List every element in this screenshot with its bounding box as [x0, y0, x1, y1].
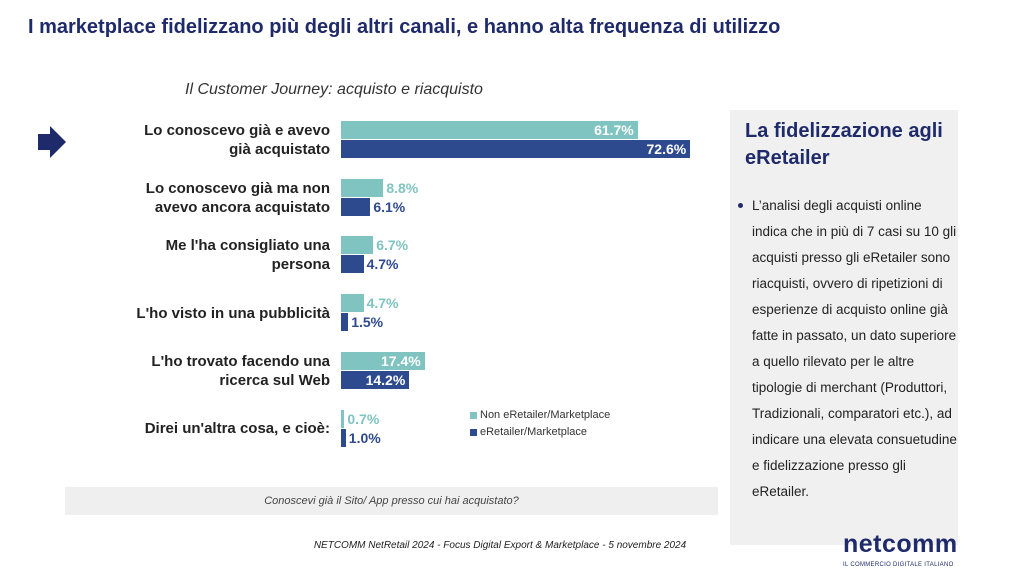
- footer-source: NETCOMM NetRetail 2024 - Focus Digital E…: [313, 540, 687, 551]
- bar: [341, 370, 410, 389]
- value-label: 6.1%: [373, 198, 406, 215]
- bar: [341, 294, 364, 313]
- category-label: L'ho trovato facendo una ricerca sul Web: [151, 352, 330, 389]
- bar: [341, 140, 691, 158]
- arrow-icon: [38, 126, 66, 158]
- bar: [341, 428, 346, 447]
- value-label: 72.6%: [646, 141, 687, 157]
- bar: [341, 255, 364, 274]
- bar: [341, 313, 349, 332]
- category-label: Lo conoscevo già e avevo già acquistato: [144, 122, 330, 158]
- category-label: Me l'ha consigliato una persona: [165, 237, 330, 274]
- sidebar-text: L’analisi degli acquisti online indica c…: [752, 198, 957, 499]
- value-label: 17.4%: [380, 352, 421, 369]
- slide-title: I marketplace fidelizzano più degli altr…: [28, 16, 781, 38]
- bar: [341, 121, 638, 139]
- category-label: Lo conoscevo già ma non avevo ancora acq…: [145, 179, 330, 216]
- legend-swatch: [470, 412, 477, 419]
- legend-label: Non eRetailer/Marketplace: [480, 409, 611, 421]
- value-label: 1.5%: [351, 314, 384, 331]
- bar: [341, 178, 384, 197]
- value-label: 1.0%: [348, 429, 381, 446]
- bar: [341, 409, 345, 428]
- value-label: 4.7%: [366, 295, 399, 312]
- logo: netcomm: [843, 530, 958, 558]
- bullet-dot: [738, 203, 743, 208]
- category-label: L'ho visto in una pubblicità: [136, 304, 330, 322]
- value-label: 6.7%: [376, 237, 409, 254]
- legend-swatch: [470, 429, 477, 436]
- value-label: 8.8%: [386, 179, 419, 196]
- bar: [341, 236, 374, 255]
- value-label: 0.7%: [347, 410, 380, 427]
- legend-label: eRetailer/Marketplace: [480, 426, 587, 438]
- question-box: Conoscevi già il Sito/ App presso cui ha…: [65, 487, 718, 515]
- chart-subtitle: Il Customer Journey: acquisto e riacquis…: [185, 81, 483, 98]
- value-label: 4.7%: [366, 256, 399, 273]
- bar: [341, 197, 371, 216]
- value-label: 14.2%: [365, 371, 406, 388]
- category-label: Direi un'altra cosa, e cioè:: [144, 420, 330, 437]
- bar: [341, 351, 425, 370]
- sidebar-panel: [730, 110, 958, 545]
- logo-tagline: IL COMMERCIO DIGITALE ITALIANO: [843, 562, 954, 568]
- sidebar-heading: La fidelizzazione agli eRetailer: [745, 120, 943, 169]
- value-label: 61.7%: [594, 122, 634, 138]
